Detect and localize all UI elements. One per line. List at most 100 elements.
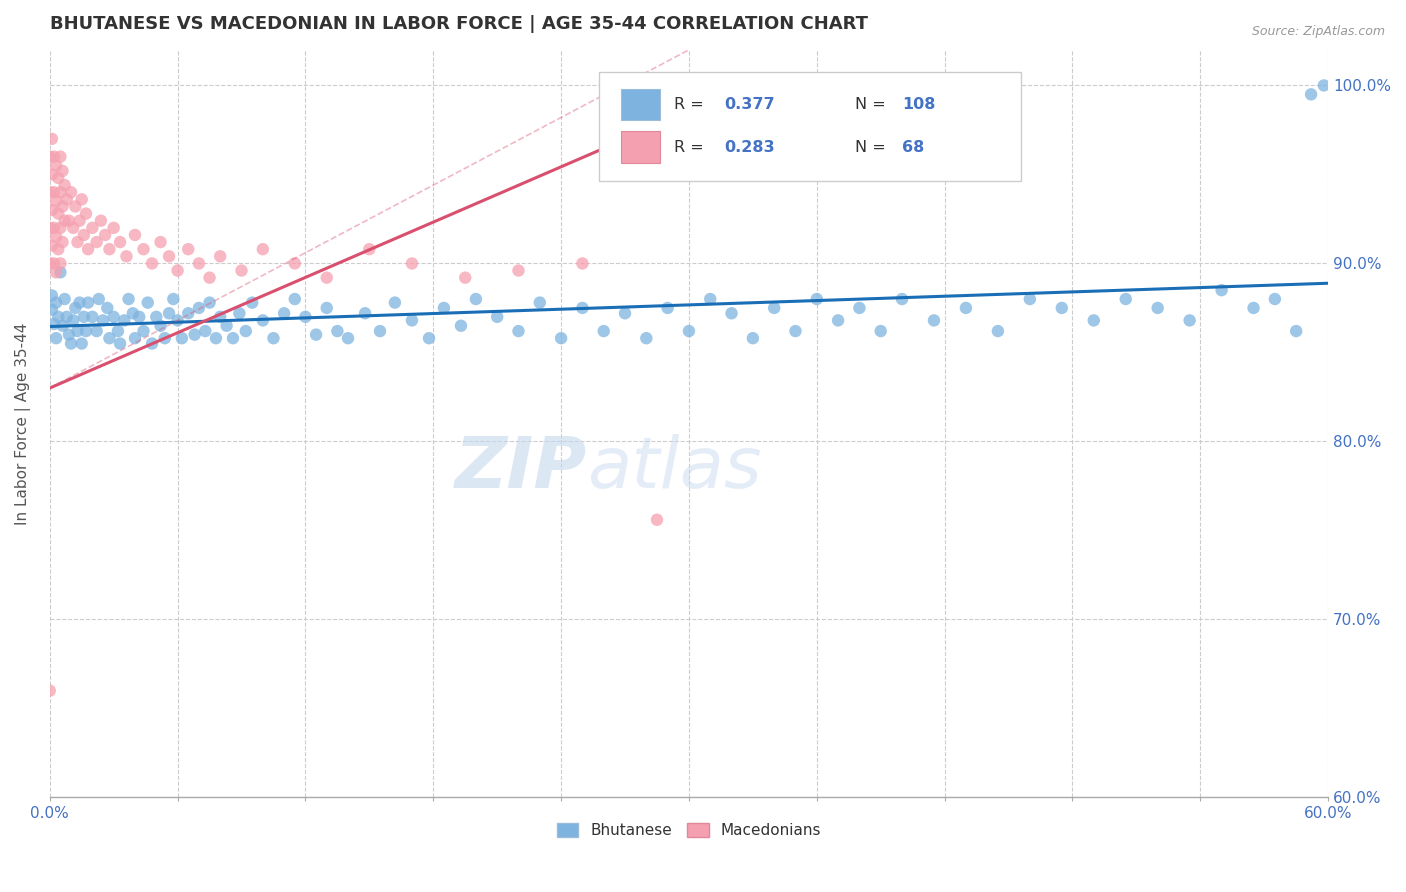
Point <box>94 227 117 242</box>
Point <box>65 199 87 213</box>
Point <box>117 292 139 306</box>
Point <box>657 301 679 315</box>
Point <box>49 265 72 279</box>
Point <box>51 164 73 178</box>
Point <box>65 301 87 315</box>
Text: R =: R = <box>673 97 709 112</box>
Point <box>166 313 188 327</box>
Text: 0.377: 0.377 <box>724 97 775 112</box>
Point <box>955 301 977 315</box>
Point <box>82 310 104 324</box>
Point <box>337 331 360 345</box>
FancyBboxPatch shape <box>621 88 659 120</box>
Point <box>132 242 155 256</box>
Point <box>305 327 328 342</box>
Point <box>228 306 250 320</box>
Point <box>222 331 245 345</box>
Point <box>49 150 72 164</box>
Point <box>263 331 285 345</box>
Point <box>508 324 530 338</box>
Point <box>699 292 721 306</box>
Point <box>42 150 65 164</box>
Point <box>450 318 472 333</box>
Point <box>315 301 337 315</box>
Point <box>75 206 97 220</box>
Point <box>1018 292 1040 306</box>
Point <box>384 295 406 310</box>
FancyBboxPatch shape <box>621 131 659 162</box>
Point <box>70 192 93 206</box>
Point <box>58 327 80 342</box>
Point <box>209 310 232 324</box>
Point <box>157 306 180 320</box>
Point <box>53 292 76 306</box>
Point <box>45 295 67 310</box>
Point <box>103 310 125 324</box>
Point <box>720 306 742 320</box>
Text: 68: 68 <box>903 139 925 154</box>
Point <box>62 313 84 327</box>
Text: R =: R = <box>673 139 709 154</box>
Point <box>187 256 209 270</box>
Point <box>56 192 79 206</box>
Point <box>198 270 221 285</box>
Point <box>205 331 228 345</box>
Point <box>198 295 221 310</box>
Point <box>209 249 232 263</box>
Point <box>41 202 63 217</box>
Point <box>141 256 163 270</box>
Point <box>240 295 263 310</box>
Point <box>45 331 67 345</box>
Point <box>56 310 79 324</box>
Text: atlas: atlas <box>586 434 761 503</box>
Point <box>1299 87 1322 102</box>
Point <box>550 331 572 345</box>
Legend: Bhutanese, Macedonians: Bhutanese, Macedonians <box>548 815 830 846</box>
Point <box>177 306 200 320</box>
Point <box>124 331 146 345</box>
Point <box>1146 301 1168 315</box>
Point <box>42 317 65 331</box>
Point <box>75 324 97 338</box>
Point <box>38 186 60 200</box>
Point <box>1115 292 1137 306</box>
Point <box>112 313 135 327</box>
Point <box>187 301 209 315</box>
Point <box>51 318 73 333</box>
Point <box>51 199 73 213</box>
Text: N =: N = <box>855 139 891 154</box>
Point <box>51 235 73 249</box>
Point <box>69 213 91 227</box>
Point <box>69 295 91 310</box>
Point <box>49 220 72 235</box>
Point <box>45 265 67 279</box>
Point <box>53 213 76 227</box>
Point <box>141 336 163 351</box>
Point <box>46 206 69 220</box>
Point <box>166 263 188 277</box>
Point <box>149 318 172 333</box>
Y-axis label: In Labor Force | Age 35-44: In Labor Force | Age 35-44 <box>15 322 31 524</box>
Point <box>96 301 118 315</box>
Point <box>354 306 377 320</box>
Point <box>42 186 65 200</box>
Point <box>273 306 295 320</box>
Point <box>45 159 67 173</box>
Point <box>170 331 193 345</box>
Point <box>108 235 131 249</box>
Point <box>678 324 700 338</box>
Point <box>806 292 828 306</box>
Point <box>108 336 131 351</box>
Point <box>252 313 274 327</box>
Point <box>194 324 217 338</box>
Point <box>614 306 637 320</box>
Point <box>433 301 456 315</box>
Point <box>1243 301 1265 315</box>
FancyBboxPatch shape <box>599 72 1021 181</box>
Point <box>252 242 274 256</box>
Point <box>41 288 63 302</box>
Text: 108: 108 <box>903 97 936 112</box>
Point <box>464 292 486 306</box>
Point <box>38 683 60 698</box>
Point <box>121 306 143 320</box>
